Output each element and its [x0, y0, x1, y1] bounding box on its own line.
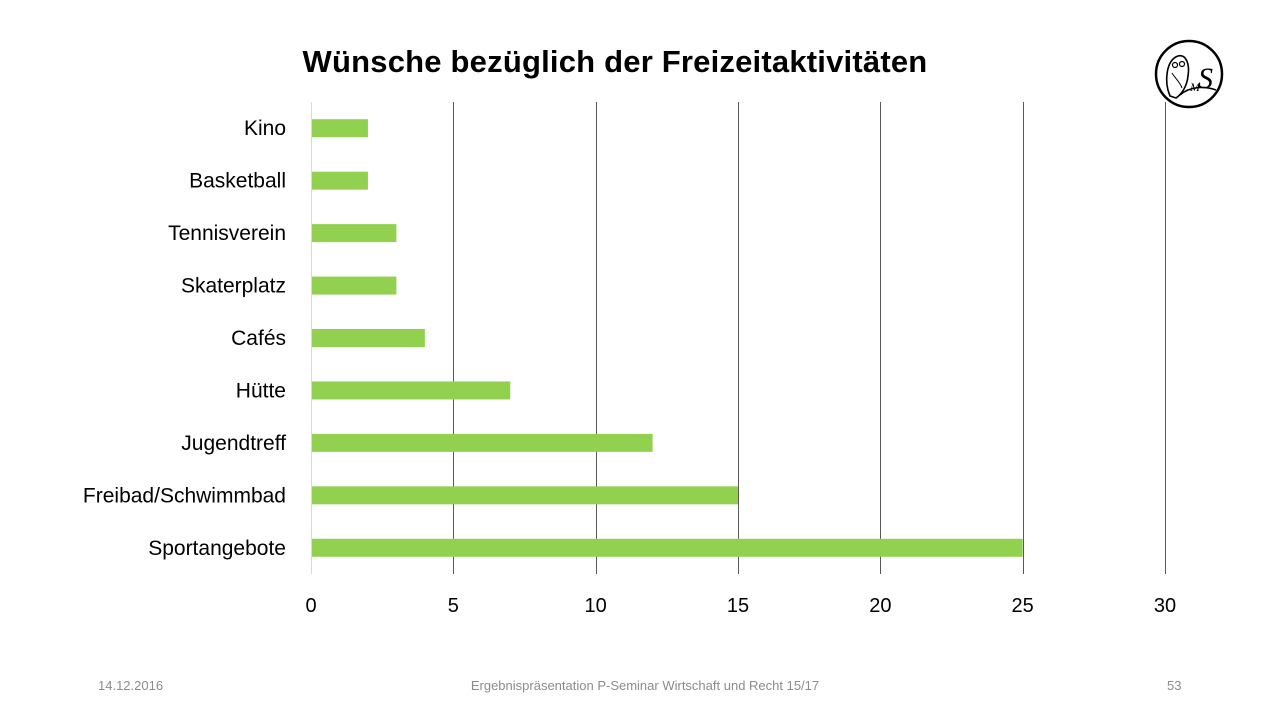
school-logo-icon: M S — [1154, 39, 1224, 109]
bar — [312, 119, 368, 138]
bar — [312, 171, 368, 190]
bar — [312, 329, 425, 347]
page-number: 53 — [1167, 678, 1182, 693]
category-label: Hütte — [236, 379, 286, 402]
x-tick-label: 15 — [727, 595, 749, 617]
category-label: Basketball — [189, 170, 286, 193]
category-label: Jugendtreff — [181, 432, 286, 455]
footer-date: 14.12.2016 — [98, 678, 164, 693]
category-label: Sportangebote — [148, 537, 286, 560]
bar — [312, 224, 397, 243]
category-label: Cafés — [231, 327, 286, 350]
x-tick-label: 0 — [305, 595, 316, 617]
x-tick-label: 20 — [869, 595, 891, 617]
svg-text:M: M — [1189, 80, 1201, 94]
category-label: Tennisverein — [168, 222, 286, 245]
bar — [312, 433, 653, 452]
category-label: Freibad/Schwimmbad — [83, 484, 286, 507]
x-tick-label: 10 — [585, 595, 607, 617]
bar — [312, 381, 511, 400]
x-tick-label: 25 — [1012, 595, 1034, 617]
bar — [312, 276, 397, 295]
bar — [312, 538, 1023, 557]
x-tick-label: 30 — [1154, 595, 1176, 617]
category-label: Kino — [244, 117, 286, 140]
footer-title: Ergebnispräsentation P-Seminar Wirtschaf… — [470, 678, 820, 693]
slide-title: Wünsche bezüglich der Freizeitaktivitäte… — [302, 44, 928, 79]
category-label: Skaterplatz — [181, 275, 286, 298]
svg-text:S: S — [1198, 62, 1213, 95]
x-tick-label: 5 — [448, 595, 459, 617]
bar — [312, 486, 738, 505]
